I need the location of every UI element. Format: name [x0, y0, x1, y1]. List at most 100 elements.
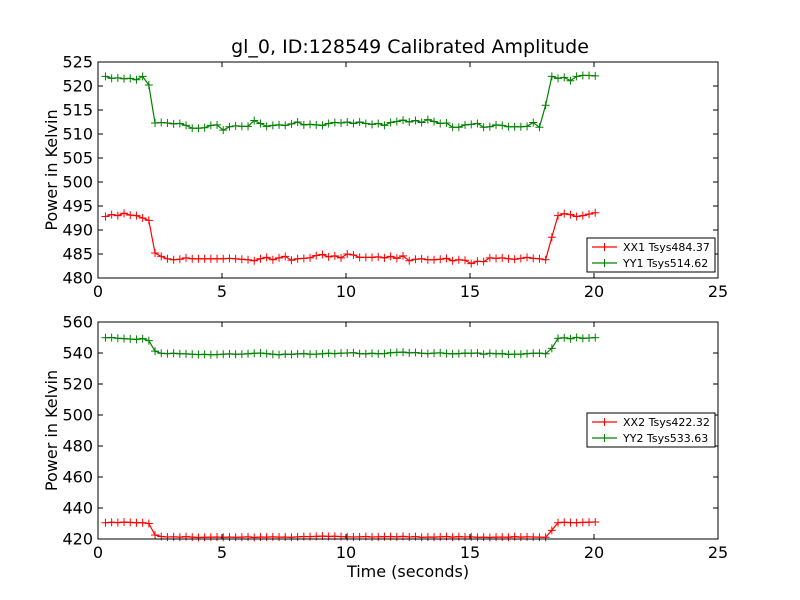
y-tick-label: 520	[62, 375, 93, 394]
y-tick-label: 525	[62, 53, 93, 72]
data-point	[380, 349, 389, 358]
data-point	[405, 256, 414, 265]
data-point	[423, 115, 432, 124]
data-point	[535, 123, 544, 132]
legend-marker	[600, 259, 609, 267]
data-point	[250, 116, 259, 125]
data-point	[411, 348, 420, 357]
legend-marker	[600, 434, 609, 442]
y-tick-label: 515	[62, 101, 93, 120]
data-point	[324, 119, 333, 128]
data-point	[461, 256, 470, 265]
data-point	[299, 349, 308, 358]
x-tick-label: 25	[708, 282, 728, 301]
data-point	[541, 533, 550, 542]
data-point	[560, 209, 569, 218]
data-point	[163, 118, 172, 127]
data-point	[560, 73, 569, 82]
data-point	[566, 76, 575, 85]
data-point	[585, 210, 594, 219]
data-point	[374, 119, 383, 128]
data-point	[318, 250, 327, 259]
data-point	[244, 122, 253, 131]
x-tick-label: 15	[460, 282, 480, 301]
data-point	[541, 349, 550, 358]
data-point	[113, 211, 122, 220]
data-point	[157, 252, 166, 261]
data-point	[138, 334, 147, 343]
x-axis-label: Time (seconds)	[346, 562, 469, 581]
data-point	[467, 120, 476, 129]
legend-box	[586, 412, 716, 448]
data-point	[572, 333, 581, 342]
data-point	[566, 210, 575, 219]
data-point	[113, 73, 122, 82]
data-point	[498, 121, 507, 130]
data-point	[442, 254, 451, 263]
y-tick-label: 495	[62, 197, 93, 216]
data-point	[448, 256, 457, 265]
data-point	[392, 117, 401, 126]
data-point	[306, 253, 315, 262]
data-point	[144, 216, 153, 225]
data-point	[399, 348, 408, 357]
data-point	[144, 519, 153, 528]
data-point	[138, 518, 147, 527]
data-point	[349, 348, 358, 357]
y-tick-label: 460	[62, 468, 93, 487]
data-point	[504, 533, 513, 542]
data-point	[349, 119, 358, 128]
data-point	[163, 254, 172, 263]
x-tick-label: 20	[584, 543, 604, 562]
data-point	[175, 119, 184, 128]
data-point	[485, 122, 494, 131]
data-point	[132, 335, 141, 344]
data-point	[312, 251, 321, 260]
x-tick-label: 25	[708, 543, 728, 562]
data-point	[430, 117, 439, 126]
data-point	[262, 349, 271, 358]
y-tick-label: 560	[62, 313, 93, 332]
data-point	[151, 530, 160, 539]
data-point	[107, 333, 116, 342]
x-tick-label: 0	[93, 543, 103, 562]
data-point	[572, 72, 581, 81]
y-tick-label: 500	[62, 406, 93, 425]
data-point	[374, 252, 383, 261]
x-tick-label: 15	[460, 543, 480, 562]
legend-marker	[600, 418, 609, 426]
data-point	[281, 252, 290, 261]
y-tick-label: 485	[62, 245, 93, 264]
data-point	[547, 72, 556, 81]
x-tick-label: 0	[93, 282, 103, 301]
data-point	[529, 118, 538, 127]
data-point	[355, 118, 364, 126]
data-point	[479, 257, 488, 266]
data-point	[405, 118, 414, 126]
data-point	[275, 253, 284, 262]
y-axis-label: Power in Kelvin	[42, 370, 61, 491]
data-point	[287, 119, 296, 128]
data-point	[268, 255, 277, 264]
data-point	[151, 249, 160, 258]
data-point	[442, 118, 451, 127]
data-point	[101, 72, 110, 81]
data-point	[554, 74, 563, 83]
data-point	[256, 254, 265, 263]
data-point	[256, 119, 265, 128]
data-point	[262, 122, 271, 131]
y-tick-label: 510	[62, 125, 93, 144]
data-point	[219, 126, 228, 135]
data-point	[417, 118, 426, 127]
data-point	[244, 255, 253, 264]
data-point	[535, 349, 544, 358]
data-point	[591, 333, 600, 342]
data-point	[523, 122, 532, 131]
data-point	[287, 256, 296, 265]
data-point	[126, 74, 135, 83]
data-point	[473, 349, 482, 357]
data-point	[144, 81, 153, 90]
y-tick-label: 500	[62, 173, 93, 192]
data-point	[200, 123, 209, 132]
